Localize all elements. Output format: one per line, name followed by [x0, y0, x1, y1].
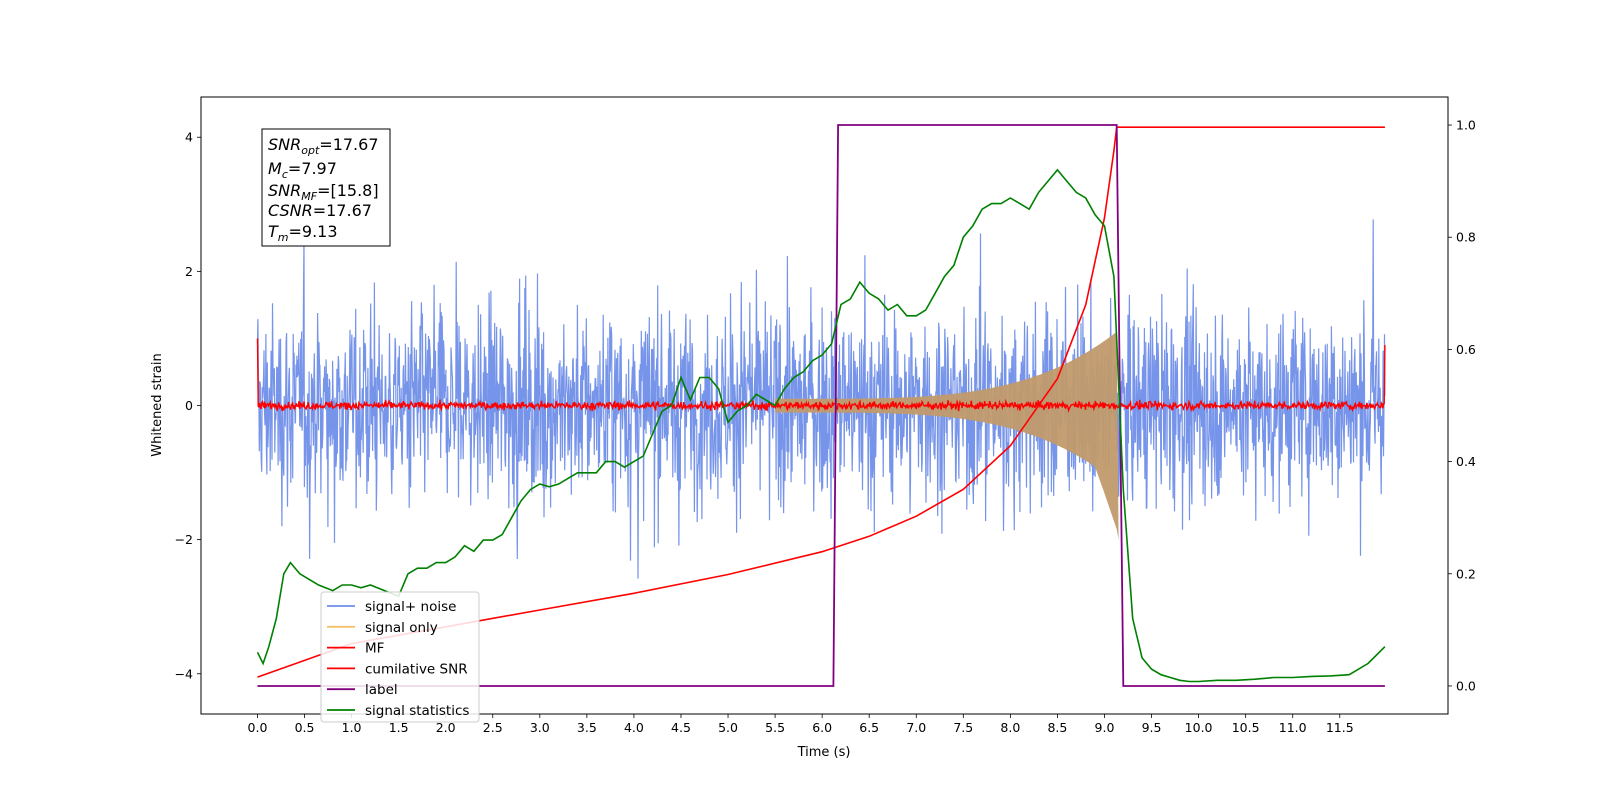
y2-tick-label: 1.0 [1456, 118, 1476, 133]
y-tick-label: −2 [175, 532, 193, 547]
y-tick-label: 2 [185, 264, 193, 279]
x-tick-label: 8.5 [1047, 720, 1067, 735]
x-tick-label: 5.0 [718, 720, 738, 735]
label-line [257, 124, 1385, 687]
x-tick-label: 10.5 [1232, 720, 1260, 735]
y-tick-label: −4 [175, 666, 193, 681]
legend: signal+ noise signal only MF cumilative SNR… [320, 591, 480, 723]
legend-label: signal statistics [365, 703, 469, 719]
x-tick-label: 2.5 [483, 720, 503, 735]
signal-plus-noise-line [256, 219, 1386, 579]
x-axis-ticks: 0.0 0.5 1.0 1.5 2.0 2.5 3.0 3.5 4.0 4.5 5.0 5.5 6.0 6… [248, 714, 1354, 735]
info-csnr: CSNR=17.67 [268, 201, 372, 220]
y-tick-label: 0 [185, 398, 193, 413]
y2-tick-label: 0.2 [1456, 566, 1476, 581]
legend-label: signal only [365, 620, 438, 636]
x-tick-label: 7.5 [953, 720, 973, 735]
x-tick-label: 6.5 [859, 720, 879, 735]
x-axis-label: Time (s) [797, 745, 851, 760]
x-tick-label: 11.5 [1326, 720, 1354, 735]
info-annotation: SNRopt=17.67 Mc=7.97 SNRMF=[15.8] CSNR=1… [261, 128, 391, 247]
x-tick-label: 3.0 [530, 720, 550, 735]
x-tick-label: 3.5 [577, 720, 597, 735]
info-snr-mf: SNRMF=[15.8] [268, 181, 379, 203]
mf-line [256, 338, 1386, 413]
y-axis-label: Whitened strain [150, 353, 165, 456]
x-tick-label: 10.0 [1185, 720, 1213, 735]
info-mc: Mc=7.97 [268, 159, 337, 181]
info-snr-opt: SNRopt=17.67 [268, 135, 379, 157]
legend-label: label [365, 682, 398, 698]
signal-only-envelope [775, 331, 1119, 540]
cumulative-snr-series [257, 126, 1385, 678]
y2-axis-ticks: 0.0 0.2 0.4 0.6 0.8 1.0 [1448, 118, 1476, 693]
x-tick-label: 6.0 [812, 720, 832, 735]
x-tick-label: 1.5 [389, 720, 409, 735]
y-tick-label: 4 [185, 130, 193, 145]
legend-label: cumilative SNR [365, 661, 468, 677]
x-tick-label: 0.5 [295, 720, 315, 735]
signal-plus-noise-series [256, 219, 1386, 579]
signal-statistics-series [256, 168, 1386, 683]
x-tick-label: 9.5 [1142, 720, 1162, 735]
cumulative-snr-line [257, 126, 1385, 678]
legend-box [320, 591, 480, 723]
x-tick-label: 9.0 [1095, 720, 1115, 735]
x-tick-label: 2.0 [436, 720, 456, 735]
x-tick-label: 8.0 [1000, 720, 1020, 735]
legend-label: MF [365, 641, 384, 657]
x-tick-label: 0.0 [248, 720, 268, 735]
x-tick-label: 4.5 [671, 720, 691, 735]
label-series [257, 124, 1385, 687]
y2-tick-label: 0.0 [1456, 678, 1476, 693]
x-tick-label: 4.0 [624, 720, 644, 735]
info-tm: Tm=9.13 [268, 222, 338, 244]
signal-statistics-line [256, 168, 1386, 683]
y-axis-ticks: −4 −2 0 2 4 [175, 130, 201, 681]
y2-tick-label: 0.6 [1456, 342, 1476, 357]
mf-series [256, 338, 1386, 413]
y2-tick-label: 0.4 [1456, 454, 1476, 469]
x-tick-label: 7.0 [906, 720, 926, 735]
x-tick-label: 11.0 [1279, 720, 1307, 735]
legend-label: signal+ noise [365, 599, 456, 615]
x-tick-label: 1.0 [342, 720, 362, 735]
signal-only-series [775, 331, 1119, 540]
y2-tick-label: 0.8 [1456, 230, 1476, 245]
x-tick-label: 5.5 [765, 720, 785, 735]
info-box [261, 128, 391, 247]
